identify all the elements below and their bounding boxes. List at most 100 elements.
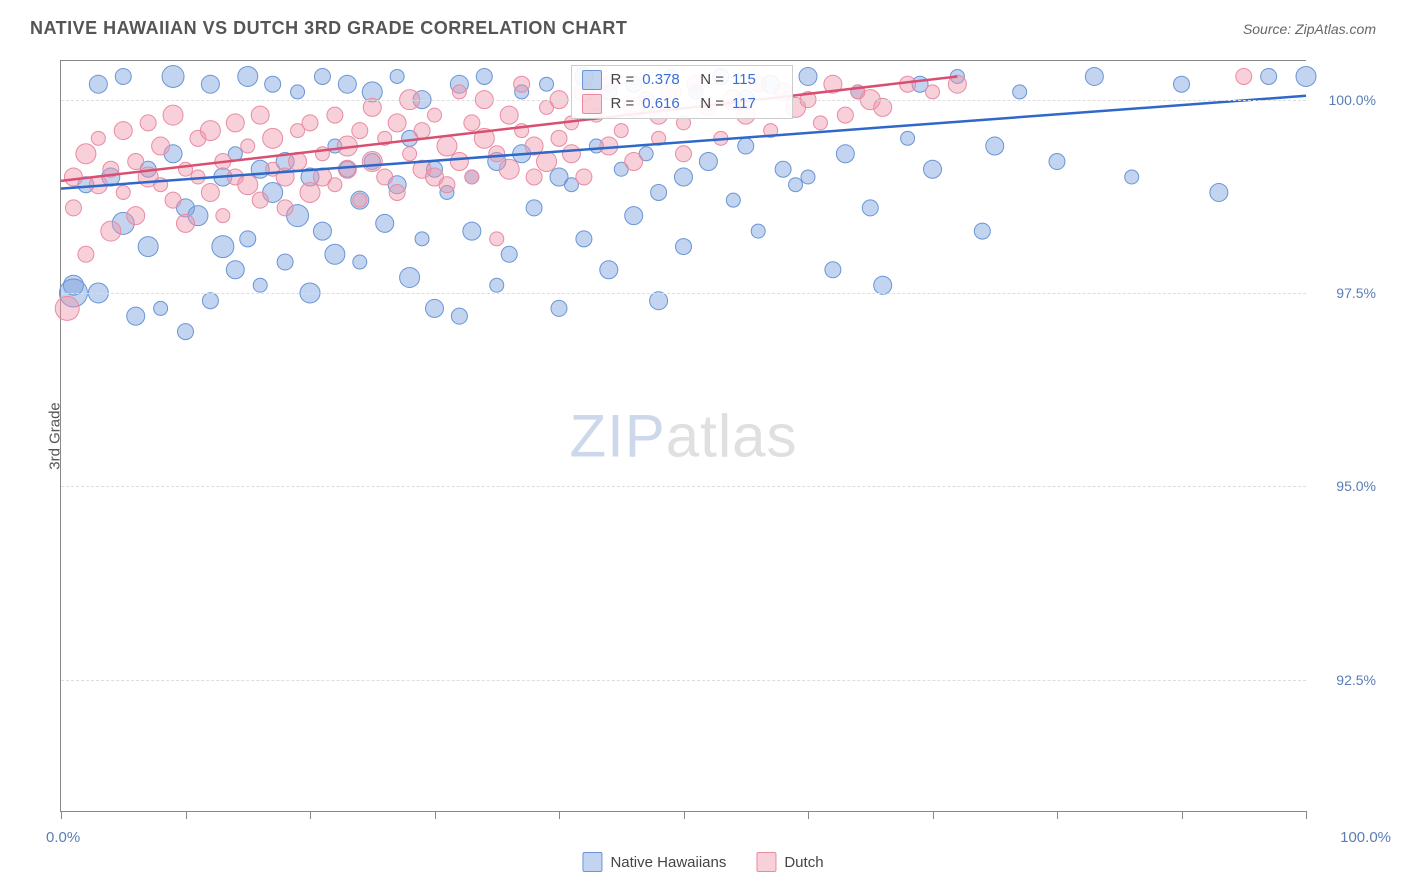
scatter-point <box>699 153 717 171</box>
scatter-point <box>1049 154 1065 170</box>
scatter-point <box>415 232 429 246</box>
scatter-point <box>476 68 492 84</box>
gridline <box>61 486 1306 487</box>
scatter-point <box>901 131 915 145</box>
stats-swatch <box>582 94 602 114</box>
scatter-point <box>338 160 356 178</box>
scatter-point <box>179 162 193 176</box>
scatter-point <box>302 115 318 131</box>
scatter-point <box>1174 76 1190 92</box>
scatter-point <box>1236 68 1252 84</box>
scatter-point <box>162 65 184 87</box>
x-tick <box>684 811 685 819</box>
scatter-point <box>390 69 404 83</box>
scatter-point <box>238 66 258 86</box>
scatter-point <box>1125 170 1139 184</box>
chart-area: 3rd Grade ZIPatlas 0.0% 100.0% 92.5%95.0… <box>60 60 1306 812</box>
scatter-point <box>464 115 480 131</box>
scatter-point <box>377 169 393 185</box>
scatter-point <box>1210 183 1228 201</box>
scatter-point <box>874 276 892 294</box>
scatter-point <box>64 168 82 186</box>
scatter-point <box>801 170 815 184</box>
scatter-point <box>751 224 765 238</box>
scatter-point <box>526 169 542 185</box>
legend-swatch <box>756 852 776 872</box>
legend-label: Dutch <box>784 854 823 871</box>
scatter-point <box>551 130 567 146</box>
scatter-point <box>775 161 791 177</box>
scatter-point <box>837 107 853 123</box>
y-tick-label: 92.5% <box>1336 672 1376 688</box>
scatter-point <box>91 131 105 145</box>
scatter-point <box>874 98 892 116</box>
scatter-point <box>625 153 643 171</box>
scatter-point <box>862 200 878 216</box>
scatter-point <box>353 193 367 207</box>
scatter-point <box>414 123 430 139</box>
scatter-point <box>1261 68 1277 84</box>
x-tick <box>186 811 187 819</box>
scatter-point <box>625 207 643 225</box>
scatter-point <box>116 185 130 199</box>
header: NATIVE HAWAIIAN VS DUTCH 3RD GRADE CORRE… <box>0 0 1406 49</box>
stats-r-value: 0.616 <box>642 95 692 112</box>
scatter-point <box>65 200 81 216</box>
y-tick-label: 95.0% <box>1336 478 1376 494</box>
scatter-point <box>500 106 518 124</box>
scatter-point <box>789 178 803 192</box>
scatter-point <box>388 114 406 132</box>
y-tick-label: 100.0% <box>1329 92 1376 108</box>
scatter-point <box>201 183 219 201</box>
scatter-point <box>400 267 420 287</box>
scatter-point <box>300 182 320 202</box>
scatter-plot <box>61 61 1306 811</box>
scatter-point <box>650 292 668 310</box>
scatter-point <box>177 214 195 232</box>
scatter-point <box>314 68 330 84</box>
scatter-point <box>651 184 667 200</box>
scatter-point <box>490 278 504 292</box>
scatter-point <box>165 192 181 208</box>
stats-n-label: N = <box>700 71 724 88</box>
scatter-point <box>277 200 293 216</box>
scatter-point <box>799 67 817 85</box>
scatter-point <box>452 85 466 99</box>
scatter-point <box>451 308 467 324</box>
scatter-point <box>1013 85 1027 99</box>
scatter-point <box>212 236 234 258</box>
stats-r-label: R = <box>610 71 634 88</box>
scatter-point <box>1085 67 1103 85</box>
scatter-point <box>127 207 145 225</box>
scatter-point <box>600 261 618 279</box>
scatter-point <box>251 106 269 124</box>
scatter-point <box>562 145 580 163</box>
legend: Native HawaiiansDutch <box>582 852 823 872</box>
scatter-point <box>463 222 481 240</box>
scatter-point <box>138 237 158 257</box>
scatter-point <box>540 77 554 91</box>
scatter-point <box>900 76 916 92</box>
stats-row: R =0.616N =117 <box>572 92 792 116</box>
scatter-point <box>55 296 79 320</box>
stats-r-value: 0.378 <box>642 71 692 88</box>
x-tick <box>808 811 809 819</box>
x-tick <box>435 811 436 819</box>
scatter-point <box>489 146 505 162</box>
scatter-point <box>376 214 394 232</box>
x-axis-max-label: 100.0% <box>1340 829 1391 846</box>
scatter-point <box>439 177 455 193</box>
scatter-point <box>291 85 305 99</box>
scatter-point <box>825 262 841 278</box>
scatter-point <box>226 114 244 132</box>
gridline <box>61 293 1306 294</box>
scatter-point <box>576 169 592 185</box>
scatter-point <box>353 255 367 269</box>
scatter-point <box>576 231 592 247</box>
scatter-point <box>926 85 940 99</box>
x-tick <box>310 811 311 819</box>
scatter-point <box>114 122 132 140</box>
scatter-point <box>614 124 628 138</box>
x-tick <box>1182 811 1183 819</box>
scatter-point <box>437 136 457 156</box>
